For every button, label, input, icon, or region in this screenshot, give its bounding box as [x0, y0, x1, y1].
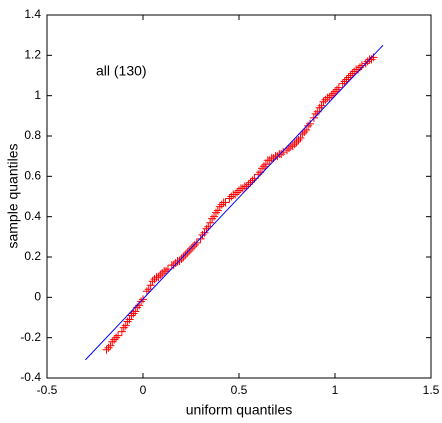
data-point — [334, 83, 343, 92]
data-point — [110, 335, 119, 344]
data-point — [108, 337, 117, 346]
data-point — [221, 198, 230, 207]
data-point — [198, 230, 207, 239]
data-point — [117, 327, 126, 336]
data-point — [200, 228, 209, 237]
data-point — [259, 162, 268, 171]
data-point — [225, 194, 234, 203]
x-axis-label: uniform quantiles — [186, 402, 293, 418]
data-point — [290, 140, 299, 149]
data-point — [217, 200, 226, 209]
data-point — [294, 136, 303, 145]
data-point — [327, 91, 336, 100]
data-point — [342, 75, 351, 84]
data-point — [211, 208, 220, 217]
data-point — [213, 206, 222, 215]
annotation: all (130) — [96, 63, 147, 79]
data-point — [215, 202, 224, 211]
data-point — [235, 186, 243, 195]
data-point — [148, 277, 157, 286]
data-point — [169, 261, 178, 270]
data-point — [125, 315, 134, 324]
data-point — [292, 138, 301, 147]
data-point — [192, 238, 201, 247]
data-point — [196, 234, 205, 243]
data-point — [317, 101, 326, 110]
y-axis-label: sample quantiles — [5, 143, 21, 248]
data-point — [231, 190, 240, 199]
x-tick-label: 1 — [332, 383, 339, 397]
y-tick-label: 0.6 — [24, 169, 41, 183]
data-point — [114, 331, 123, 340]
data-point — [119, 323, 128, 332]
data-point — [104, 343, 113, 352]
data-point — [131, 307, 140, 316]
data-point — [144, 285, 153, 294]
y-tick-label: 1 — [34, 88, 41, 102]
data-point — [367, 55, 376, 64]
data-point — [123, 317, 132, 326]
data-point — [338, 79, 347, 88]
data-point — [296, 134, 305, 143]
data-point — [142, 287, 151, 296]
y-tick-label: 0.4 — [24, 209, 41, 223]
data-point — [340, 77, 349, 86]
data-point — [306, 119, 315, 128]
data-point — [279, 148, 288, 157]
data-point — [288, 142, 297, 151]
data-point — [238, 184, 247, 193]
data-point — [331, 87, 339, 96]
data-point — [332, 85, 341, 94]
data-point — [102, 345, 111, 354]
data-point — [129, 309, 138, 318]
data-point — [156, 271, 165, 280]
data-point — [206, 218, 215, 227]
y-tick-label: 0.8 — [24, 128, 41, 142]
data-point — [258, 164, 267, 173]
data-point — [106, 341, 115, 350]
data-point — [208, 214, 217, 223]
data-point — [265, 156, 274, 165]
data-point — [188, 242, 197, 251]
data-point — [346, 71, 355, 80]
x-tick-label: -0.5 — [37, 383, 58, 397]
data-point — [121, 321, 130, 330]
data-point — [329, 89, 338, 98]
data-point — [227, 192, 236, 201]
data-point — [146, 281, 155, 290]
x-tick-label: 1.5 — [423, 383, 440, 397]
y-tick-label: -0.4 — [20, 370, 41, 384]
data-point — [348, 69, 357, 78]
data-point — [154, 273, 163, 282]
x-tick-label: 0 — [140, 383, 147, 397]
y-tick-label: 1.2 — [24, 48, 41, 62]
data-point — [319, 97, 328, 106]
data-point — [127, 311, 136, 320]
data-point — [112, 333, 121, 342]
data-point — [158, 269, 167, 278]
y-tick-label: 0.2 — [24, 249, 41, 263]
data-point — [171, 259, 180, 268]
data-point — [190, 240, 199, 249]
y-tick-label: -0.2 — [20, 330, 41, 344]
y-tick-label: 0 — [34, 290, 41, 304]
data-point — [261, 160, 270, 169]
data-point — [315, 103, 324, 112]
data-point — [325, 93, 334, 102]
data-point — [304, 121, 313, 130]
data-point — [277, 150, 286, 159]
x-tick-label: 0.5 — [231, 383, 248, 397]
data-point — [210, 212, 219, 221]
data-point — [344, 73, 353, 82]
reference-line — [85, 44, 384, 361]
data-point — [321, 95, 330, 104]
y-tick-label: 1.4 — [24, 7, 41, 21]
data-point — [233, 188, 242, 197]
data-point — [350, 67, 359, 76]
data-point — [150, 275, 159, 284]
